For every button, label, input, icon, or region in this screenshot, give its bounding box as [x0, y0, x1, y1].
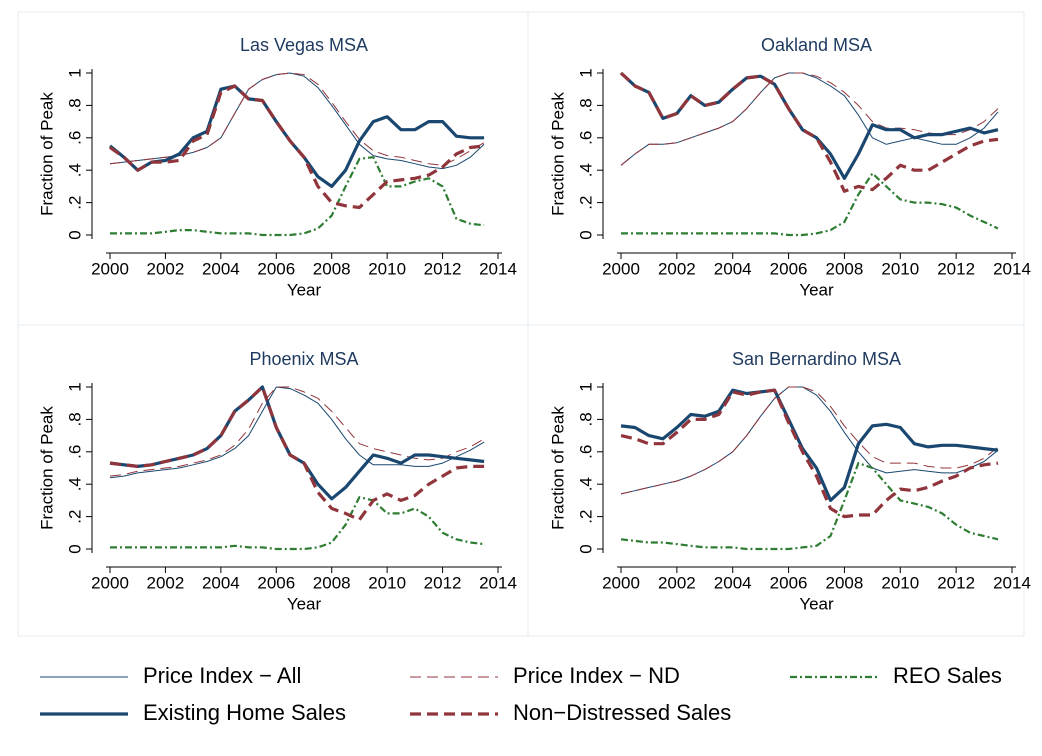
x-tick-label: 2002 [658, 259, 696, 278]
y-tick-label: .8 [65, 98, 84, 112]
y-tick-label: 1 [65, 68, 84, 77]
series-line [109, 84, 485, 210]
y-tick-label: .6 [65, 131, 84, 145]
series-line [620, 386, 999, 495]
x-tick-label: 2002 [658, 573, 696, 592]
x-axis-label: Year [799, 594, 834, 613]
y-tick-label: .4 [576, 477, 595, 491]
x-tick-label: 2008 [313, 259, 351, 278]
chart-title: Las Vegas MSA [240, 35, 368, 55]
y-tick-label: .4 [65, 477, 84, 491]
x-tick-label: 2008 [313, 573, 351, 592]
y-tick-label: 0 [576, 230, 595, 239]
y-tick-label: 1 [576, 68, 595, 77]
y-tick-label: .2 [576, 510, 595, 524]
x-tick-label: 2010 [881, 573, 919, 592]
x-tick-label: 2012 [937, 259, 975, 278]
x-tick-label: 2004 [202, 573, 240, 592]
y-tick-label: .8 [576, 412, 595, 426]
y-axis-label: Fraction of Peak [37, 406, 56, 530]
x-tick-label: 2004 [714, 259, 752, 278]
y-tick-label: .6 [576, 445, 595, 459]
x-tick-label: 2010 [368, 573, 406, 592]
legend-label: Price Index − All [143, 663, 301, 688]
x-tick-label: 2008 [826, 573, 864, 592]
x-tick-label: 2006 [770, 259, 808, 278]
x-tick-label: 2012 [424, 573, 462, 592]
y-tick-label: .8 [576, 98, 595, 112]
series-line [620, 462, 999, 551]
x-tick-label: 2004 [202, 259, 240, 278]
x-axis-label: Year [799, 280, 834, 299]
y-axis-label: Fraction of Peak [548, 406, 567, 530]
series-line [110, 496, 485, 551]
x-tick-label: 2014 [993, 259, 1031, 278]
x-tick-label: 2006 [257, 259, 295, 278]
x-tick-label: 2000 [602, 259, 640, 278]
x-tick-label: 2000 [602, 573, 640, 592]
x-tick-label: 2008 [826, 259, 864, 278]
series-line [108, 84, 485, 188]
x-tick-label: 2010 [881, 259, 919, 278]
y-tick-label: 1 [65, 382, 84, 391]
x-tick-label: 2014 [479, 573, 517, 592]
x-tick-label: 2014 [993, 573, 1031, 592]
series-line [109, 386, 485, 479]
series-line [110, 156, 485, 237]
y-axis-label: Fraction of Peak [548, 92, 567, 216]
y-tick-label: 0 [65, 230, 84, 239]
x-tick-label: 2004 [714, 573, 752, 592]
y-tick-label: .2 [65, 510, 84, 524]
chart-title: Phoenix MSA [249, 349, 358, 369]
series-line [621, 172, 999, 237]
y-tick-label: 0 [65, 544, 84, 553]
chart-title: Oakland MSA [761, 35, 872, 55]
series-line [620, 388, 999, 519]
y-tick-label: 1 [576, 382, 595, 391]
x-tick-label: 2006 [257, 573, 295, 592]
y-tick-label: .6 [576, 131, 595, 145]
legend-label: Existing Home Sales [143, 700, 346, 725]
legend-label: REO Sales [893, 663, 1002, 688]
y-tick-label: .4 [65, 163, 84, 177]
x-tick-label: 2010 [368, 259, 406, 278]
panel-frame [17, 324, 529, 637]
x-tick-label: 2000 [91, 259, 129, 278]
y-tick-label: .4 [576, 163, 595, 177]
y-axis-label: Fraction of Peak [37, 92, 56, 216]
y-tick-label: .6 [65, 445, 84, 459]
y-tick-label: .2 [65, 196, 84, 210]
y-tick-label: 0 [576, 544, 595, 553]
legend-label: Price Index − ND [513, 663, 680, 688]
legend-label: Non−Distressed Sales [513, 700, 731, 725]
series-line [109, 385, 485, 522]
series-line [109, 72, 485, 166]
x-axis-label: Year [287, 280, 322, 299]
series-line [620, 386, 999, 495]
y-tick-label: .8 [65, 412, 84, 426]
panel-frame [527, 11, 1025, 326]
x-tick-label: 2012 [424, 259, 462, 278]
x-tick-label: 2002 [147, 259, 185, 278]
chart-title: San Bernardino MSA [732, 349, 901, 369]
x-tick-label: 2002 [147, 573, 185, 592]
series-line [620, 388, 999, 502]
y-tick-label: .2 [576, 196, 595, 210]
series-line [109, 386, 485, 477]
x-tick-label: 2006 [770, 573, 808, 592]
x-tick-label: 2014 [479, 259, 517, 278]
x-tick-label: 2000 [91, 573, 129, 592]
x-axis-label: Year [287, 594, 322, 613]
x-tick-label: 2012 [937, 573, 975, 592]
series-line [619, 71, 999, 193]
